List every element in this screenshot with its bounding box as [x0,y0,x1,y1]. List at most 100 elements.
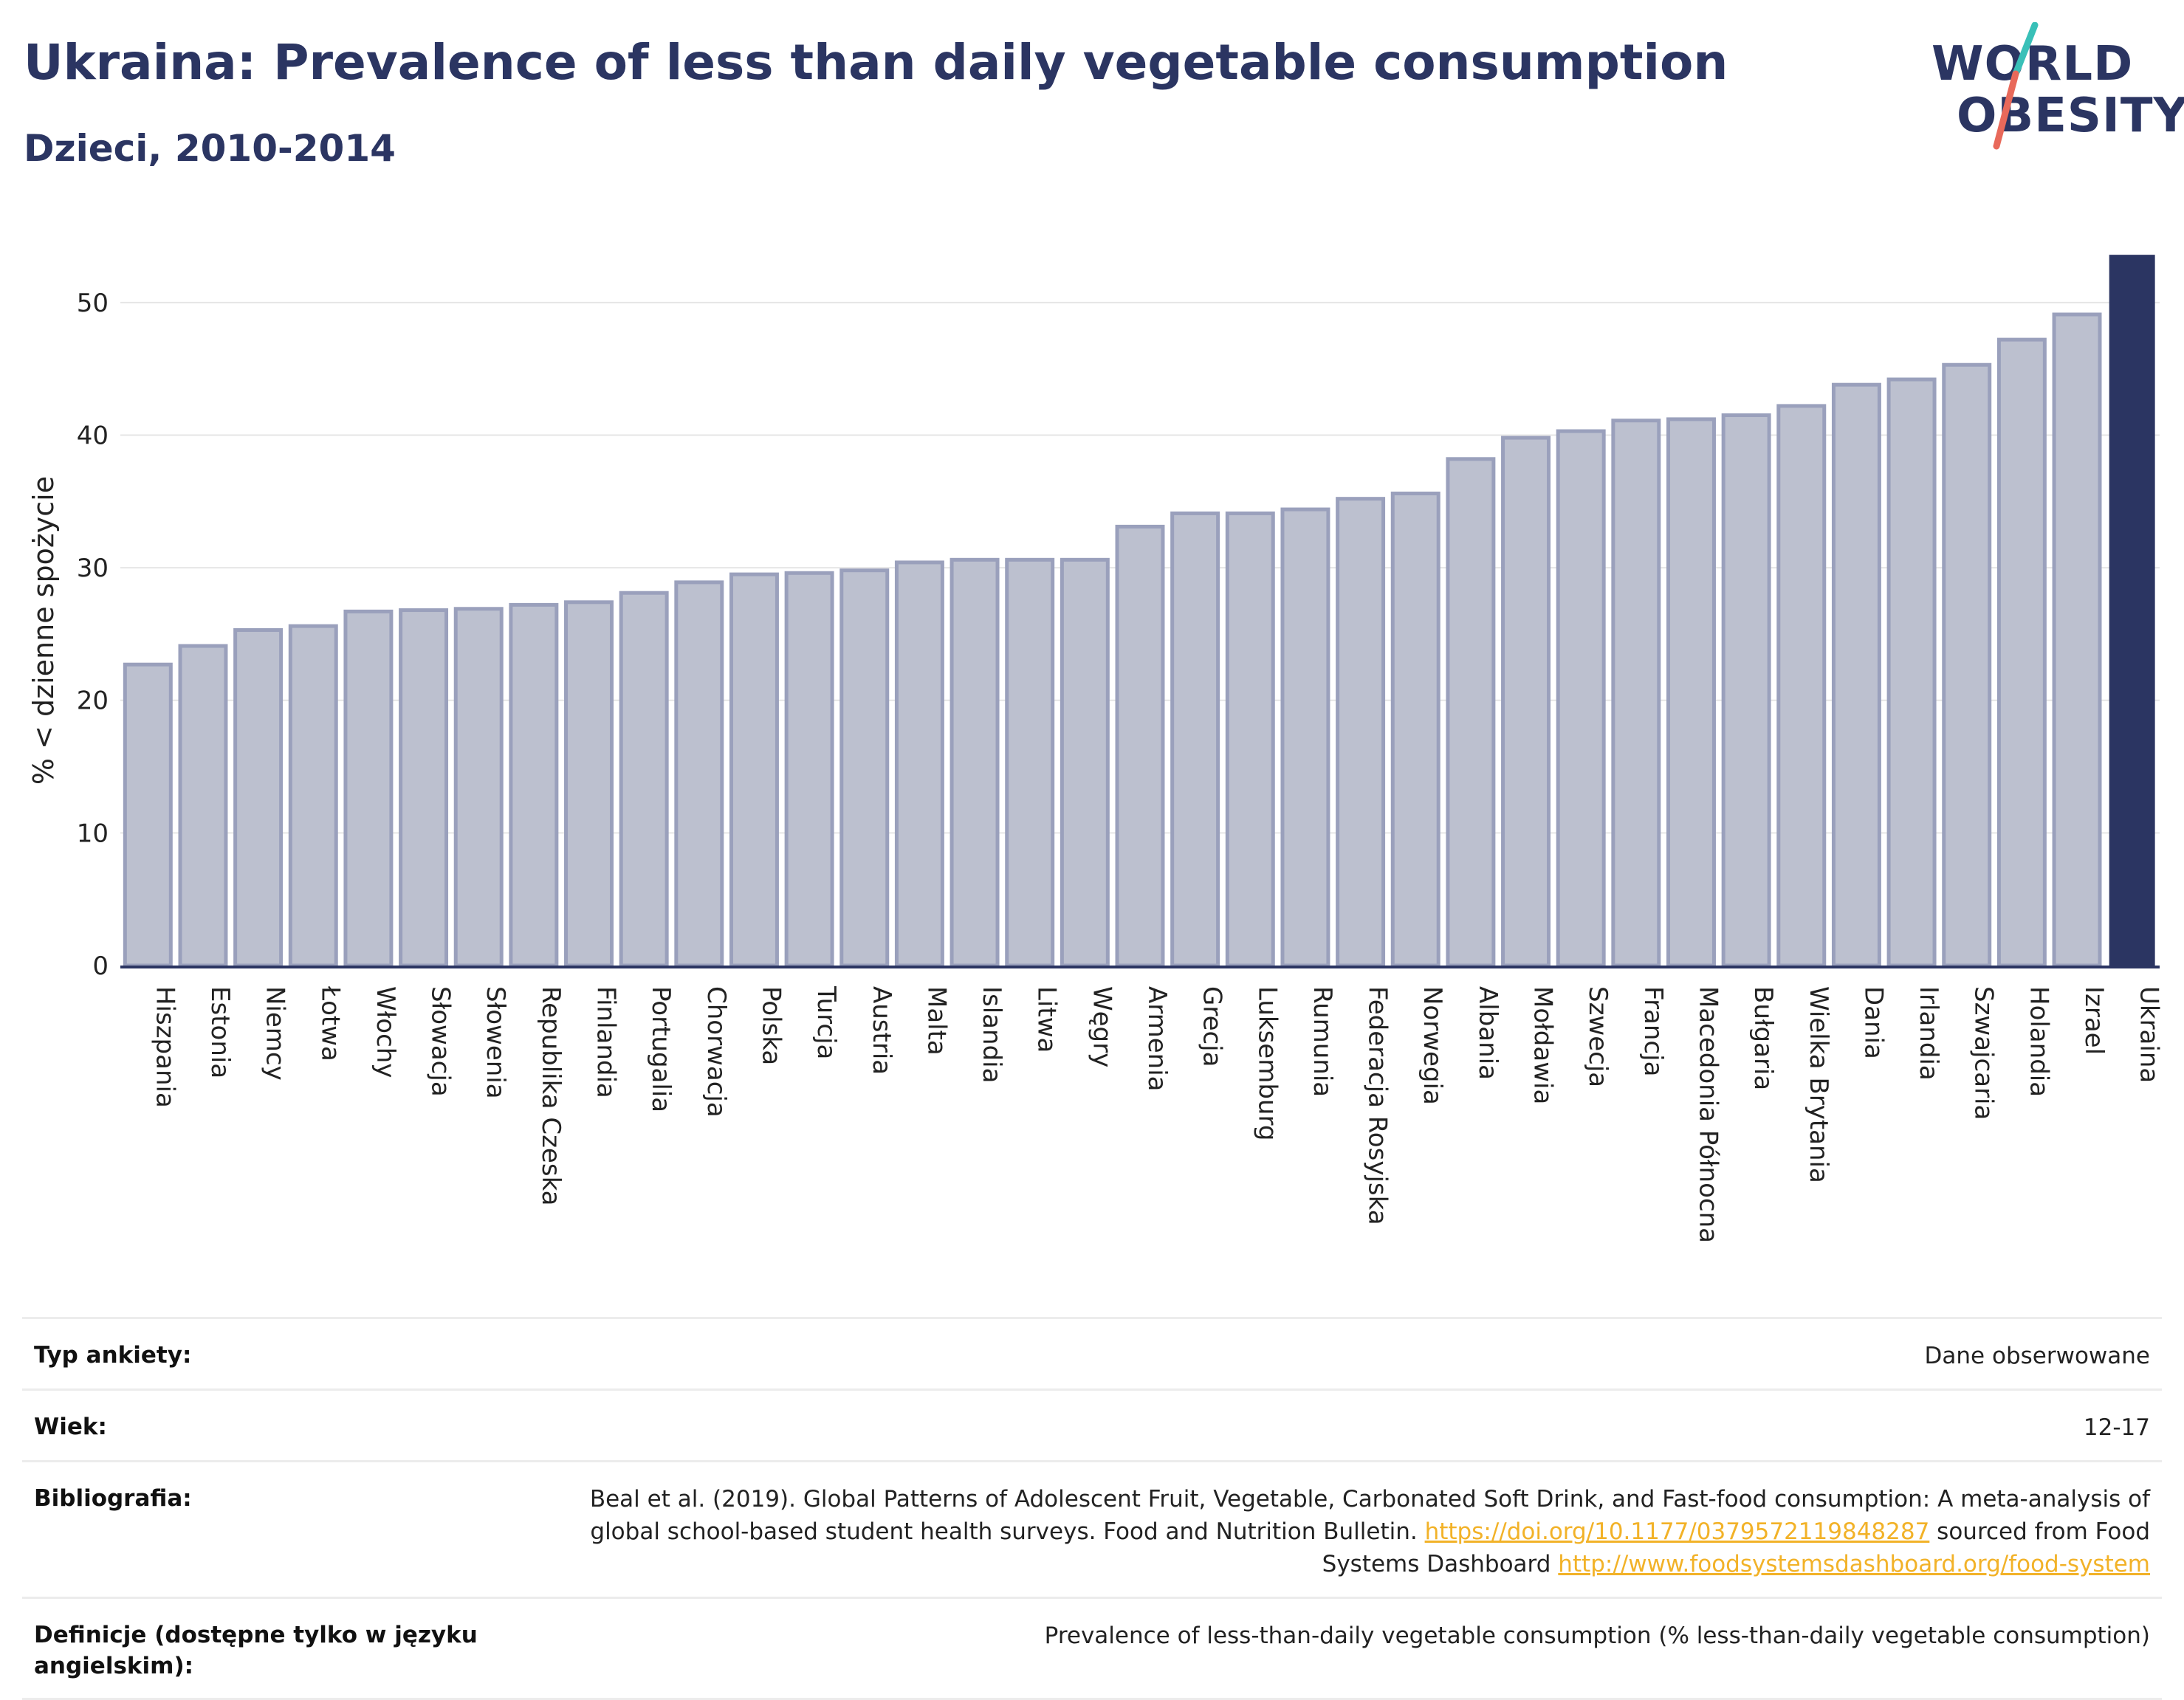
x-category-label: Macedonia Północna [1693,986,1723,1243]
bar-Republika Czeska [509,602,559,968]
x-category-label: Luksemburg [1252,986,1282,1140]
x-category-label: Niemcy [261,986,290,1081]
logo-line-1: WORLD [1931,37,2134,92]
info-value: Dane obserwowane [1924,1343,2150,1369]
x-category-label: Turcja [811,985,841,1059]
bar-Szwajcaria [1942,362,1992,968]
bars [123,255,2155,968]
bar-Francja [1611,419,1661,968]
x-category-label: Szwajcaria [1969,986,1999,1120]
info-key: Wiek: [34,1414,107,1440]
x-category-label: Mołdawia [1528,986,1558,1104]
bar-Turcja [784,571,834,968]
x-category-label: Szwecja [1583,986,1613,1087]
bar-Wielka Brytania [1776,404,1827,968]
bar-Słowacja [399,608,449,968]
x-category-label: Ukraina [2135,986,2164,1083]
bar-Holandia [1996,337,2047,968]
bar-Mołdawia [1501,436,1551,968]
x-category-label: Węgry [1087,986,1116,1067]
info-value: 12-17 [2083,1414,2150,1441]
x-category-label: Rumunia [1308,986,1337,1097]
x-category-label: Albania [1473,986,1503,1080]
x-category-label: Słowacja [426,986,456,1097]
x-category-label: Finlandia [591,986,621,1098]
food-systems-dashboard-link[interactable]: http://www.foodsystemsdashboard.org/food… [1558,1551,2150,1577]
x-category-label: Irlandia [1914,986,1943,1081]
bar-Luksemburg [1225,511,1275,968]
info-key: Definicje (dostępne tylko w języku angie… [34,1622,478,1679]
x-category-label: Dania [1858,986,1888,1059]
x-category-label: Islandia [977,986,1006,1083]
info-row-definitions: Definicje (dostępne tylko w języku angie… [22,1599,2162,1700]
info-key: Bibliografia: [34,1485,192,1512]
bar-Albania [1446,457,1496,968]
doi-link[interactable]: https://doi.org/10.1177/0379572119848287 [1424,1518,1930,1545]
bar-Estonia [178,644,228,968]
bar-Łotwa [288,624,338,968]
bibliography-text: Beal et al. (2019). Global Patterns of A… [589,1486,2150,1545]
x-category-label: Portugalia [646,986,676,1112]
x-category-label: Polska [756,986,786,1065]
bar-chart: 0 10 20 30 40 50 Hiszpania Estonia Niemcy Łotwa W… [27,255,2164,1243]
info-row-age: Wiek: 12-17 [22,1391,2162,1462]
bar-Chorwacja [674,580,724,968]
bar-Austria [839,568,890,968]
bar-Macedonia Północna [1666,417,1716,968]
bar-Norwegia [1390,491,1440,968]
page-title: Ukraina: Prevalence of less than daily v… [24,34,1728,91]
x-category-label: Holandia [2024,986,2053,1097]
page-subtitle: Dzieci, 2010-2014 [24,127,396,170]
x-category-label: Malta [921,986,951,1056]
x-category-label: Austria [867,986,896,1075]
x-category-label: Włochy [371,986,400,1078]
x-category-label: Grecja [1198,986,1227,1067]
info-row-bibliography: Bibliografia: Beal et al. (2019). Global… [22,1462,2162,1599]
info-value: Prevalence of less-than-daily vegetable … [1044,1622,2150,1649]
bar-Polska [729,572,779,968]
bar-Niemcy [233,628,284,968]
x-category-label: Łotwa [315,985,345,1061]
y-tick-label: 20 [77,686,109,716]
bar-Włochy [343,609,394,968]
bar-Malta [894,560,944,968]
y-tick-label: 0 [92,951,109,981]
bar-Litwa [1005,557,1055,968]
info-row-survey-type: Typ ankiety: Dane obserwowane [22,1319,2162,1391]
x-category-label: Wielka Brytania [1804,986,1833,1183]
x-category-label: Estonia [205,986,235,1078]
bar-Rumunia [1280,507,1330,968]
x-category-label: Bułgaria [1748,986,1778,1090]
x-category-label: Chorwacja [701,986,731,1118]
x-category-label: Litwa [1032,986,1062,1053]
bar-Hiszpania [123,662,173,968]
x-category-label: Francja [1638,986,1668,1076]
x-axis-labels: Hiszpania Estonia Niemcy Łotwa Włochy Słowacj… [150,985,2163,1243]
x-category-label: Hiszpania [150,986,179,1108]
x-category-label: Słowenia [481,986,510,1099]
bar-Ukraina [2109,255,2155,966]
y-axis-ticks: 0 10 20 30 40 50 [77,289,109,981]
info-value: Beal et al. (2019). Global Patterns of A… [526,1483,2150,1580]
y-tick-label: 40 [77,421,109,450]
logo-slash-icon [1993,22,2039,150]
bar-Armenia [1115,524,1165,968]
bar-Bułgaria [1721,413,1771,968]
bar-Słowenia [453,607,504,968]
x-category-label: Federacja Rosyjska [1363,986,1393,1225]
y-tick-label: 50 [77,289,109,318]
bibliography-text-2: sourced from Food Systems Dashboard [1322,1518,2150,1577]
bar-Portugalia [619,591,669,968]
bar-Federacja Rosyjska [1336,497,1386,968]
y-axis-title: % < dzienne spożycie [27,476,60,785]
logo-line-2: OBESITY [1957,89,2184,143]
y-tick-label: 30 [77,554,109,583]
bar-Finlandia [564,600,614,968]
bar-Węgry [1060,557,1110,968]
x-category-label: Armenia [1142,986,1172,1092]
x-category-label: Norwegia [1418,986,1447,1105]
bar-Grecja [1170,511,1220,968]
bar-Islandia [950,557,1000,968]
bar-Szwecja [1556,429,1606,968]
info-table: Typ ankiety: Dane obserwowane Wiek: 12-1… [22,1317,2162,1700]
